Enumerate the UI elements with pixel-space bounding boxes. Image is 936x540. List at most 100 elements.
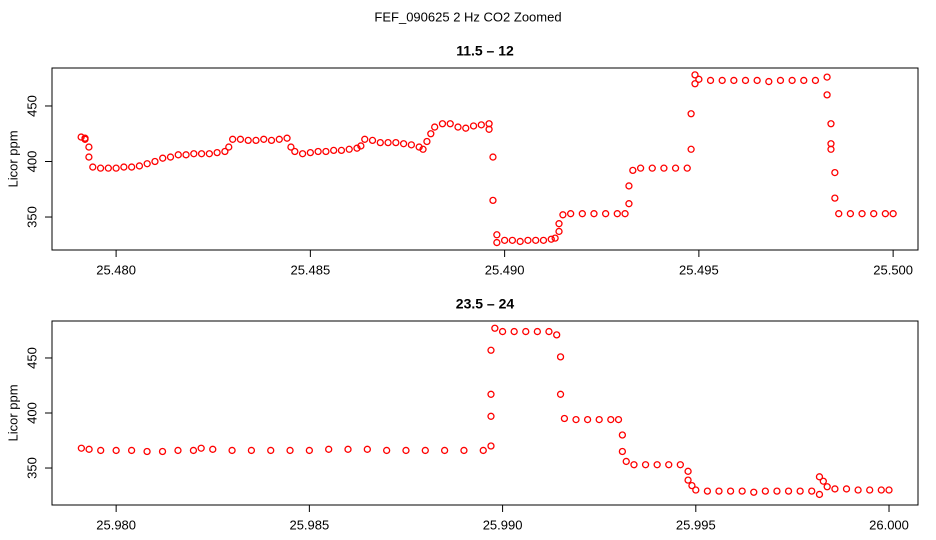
point xyxy=(625,182,633,190)
x-tick-label: 25.490 xyxy=(485,262,525,277)
y-tick-label: 450 xyxy=(24,95,39,117)
point xyxy=(325,445,333,453)
point xyxy=(823,73,831,81)
point xyxy=(522,327,530,336)
point xyxy=(421,446,429,455)
point xyxy=(870,210,878,218)
plot-frame xyxy=(51,67,919,251)
point xyxy=(784,487,793,495)
point xyxy=(715,487,723,495)
point xyxy=(189,446,198,455)
point xyxy=(112,446,120,455)
point xyxy=(127,446,136,455)
point xyxy=(460,446,468,455)
point xyxy=(489,153,497,161)
point xyxy=(221,147,229,156)
point xyxy=(77,444,86,452)
point xyxy=(479,446,487,455)
point xyxy=(726,487,735,495)
point xyxy=(532,236,540,244)
point xyxy=(440,446,449,455)
point xyxy=(81,135,89,143)
y-tick-label: 400 xyxy=(24,151,39,173)
figure-title: FEF_090625 2 Hz CO2 Zoomed xyxy=(374,9,561,24)
point xyxy=(866,486,874,494)
point xyxy=(885,486,893,494)
point xyxy=(419,145,427,153)
point xyxy=(688,481,696,490)
point xyxy=(260,135,268,143)
point xyxy=(213,148,221,157)
point xyxy=(229,135,237,143)
point xyxy=(438,120,447,128)
point xyxy=(135,162,144,170)
panel-title: 11.5 – 12 xyxy=(456,43,514,59)
point xyxy=(706,76,715,85)
point xyxy=(77,133,85,141)
point xyxy=(607,415,615,424)
point xyxy=(547,235,555,243)
point xyxy=(376,138,384,147)
point xyxy=(524,236,532,244)
point xyxy=(808,487,816,495)
point xyxy=(567,210,575,218)
point xyxy=(539,236,548,244)
point xyxy=(583,415,592,424)
point xyxy=(485,125,493,133)
x-tick-label: 25.480 xyxy=(96,262,136,277)
point xyxy=(761,487,770,495)
point xyxy=(811,76,820,85)
point xyxy=(815,473,824,481)
panel-title: 23.5 – 24 xyxy=(456,296,515,312)
point xyxy=(614,415,623,424)
point xyxy=(510,327,518,336)
point xyxy=(533,327,542,336)
point xyxy=(683,164,691,172)
point xyxy=(560,414,569,423)
point xyxy=(684,467,692,475)
point xyxy=(283,134,291,142)
point xyxy=(469,122,478,130)
point xyxy=(143,160,151,168)
point xyxy=(446,120,454,128)
point xyxy=(96,164,105,172)
point xyxy=(827,120,835,128)
point xyxy=(622,457,630,466)
point xyxy=(636,164,645,172)
y-axis-label: Licor ppm xyxy=(5,130,20,187)
y-tick-label: 350 xyxy=(24,457,39,479)
point xyxy=(399,140,408,148)
point xyxy=(314,147,322,156)
point xyxy=(423,137,431,146)
point xyxy=(854,486,862,494)
point xyxy=(621,210,629,218)
x-tick-label: 25.985 xyxy=(289,517,329,532)
point xyxy=(174,151,182,159)
point xyxy=(493,238,501,247)
point xyxy=(765,77,773,86)
point xyxy=(858,210,866,218)
y-tick-label: 450 xyxy=(24,347,39,369)
point xyxy=(252,136,260,145)
point xyxy=(384,138,392,147)
point xyxy=(498,327,507,336)
plot-frame xyxy=(51,320,919,506)
point xyxy=(692,486,700,494)
point xyxy=(730,76,738,85)
point xyxy=(559,211,567,219)
point xyxy=(477,121,485,129)
point xyxy=(383,446,391,455)
point xyxy=(112,164,120,172)
point xyxy=(357,142,365,150)
point xyxy=(104,164,112,172)
point xyxy=(361,135,369,143)
point xyxy=(815,490,824,499)
point xyxy=(344,445,352,453)
point xyxy=(578,210,586,218)
point xyxy=(831,168,839,177)
x-tick-label: 26.000 xyxy=(869,517,909,532)
point xyxy=(653,461,661,469)
point xyxy=(236,135,245,143)
point xyxy=(275,135,283,143)
